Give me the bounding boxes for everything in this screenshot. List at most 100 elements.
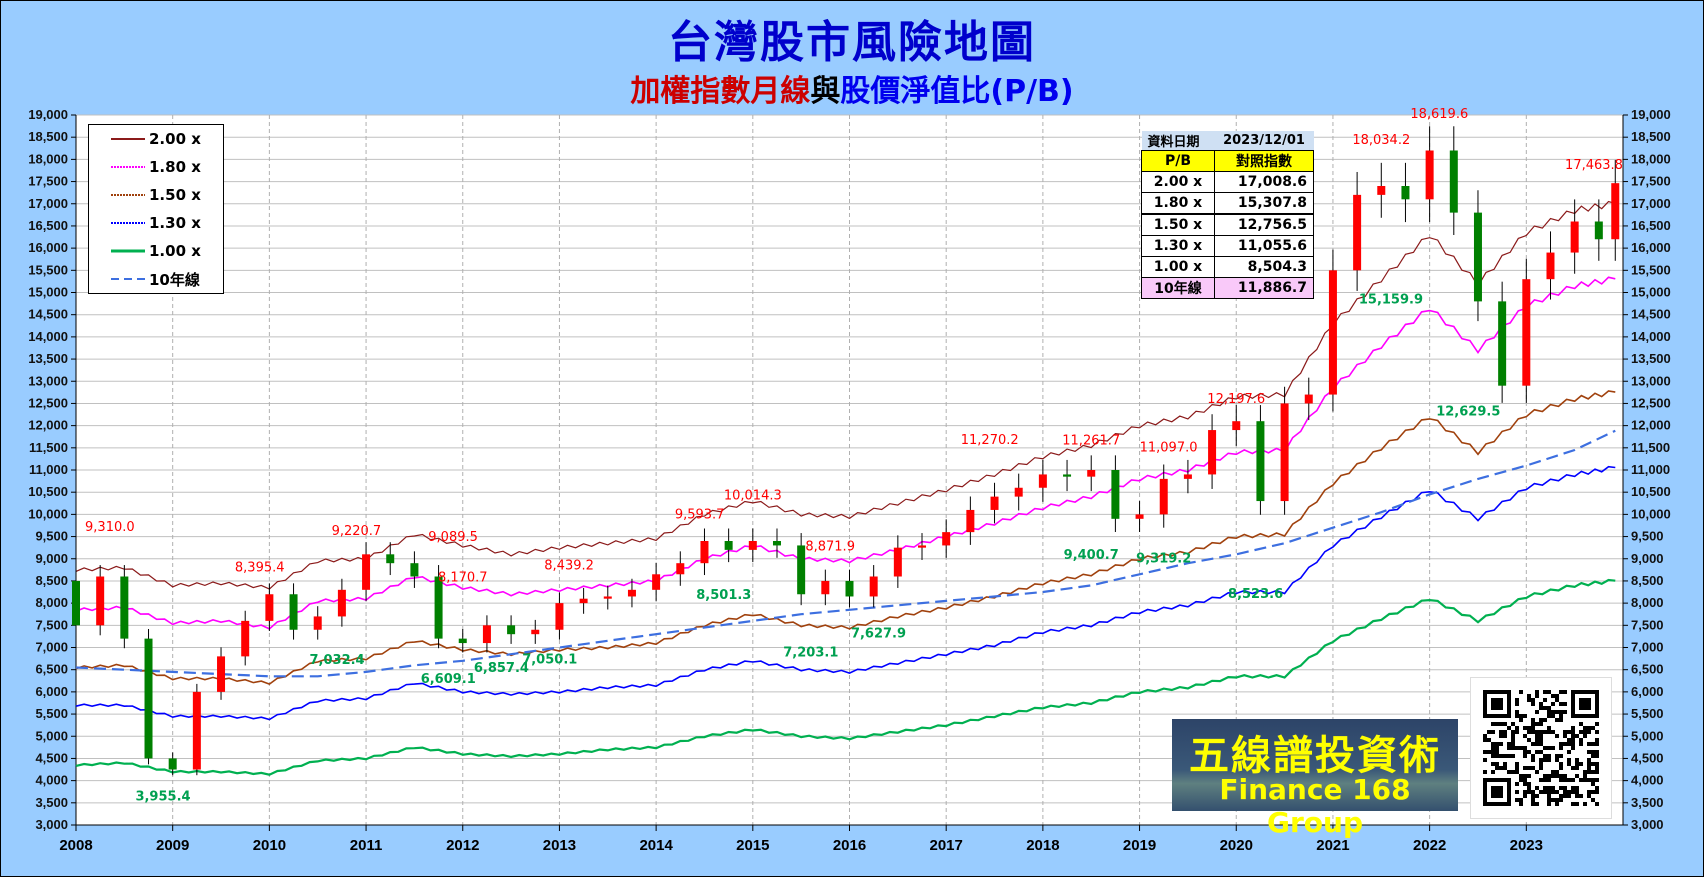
legend-label: 1.50 x bbox=[149, 186, 201, 204]
candle-body bbox=[1611, 183, 1620, 240]
annotation-label: 15,159.9 bbox=[1359, 292, 1423, 307]
legend-item: 1.30 x bbox=[89, 209, 223, 237]
y-tick-label: 3,000 bbox=[35, 817, 68, 832]
value-cell: 8,504.3 bbox=[1214, 256, 1314, 278]
annotation-label: 3,955.4 bbox=[135, 790, 190, 805]
legend-item: 10年線 bbox=[89, 265, 223, 293]
y-tick-label-right: 11,500 bbox=[1631, 440, 1670, 455]
candle-body bbox=[1183, 474, 1192, 479]
candle-body bbox=[1353, 194, 1362, 271]
y-tick-label-right: 15,500 bbox=[1631, 262, 1671, 277]
y-tick-label: 12,500 bbox=[28, 395, 68, 410]
annotation-label: 7,627.9 bbox=[851, 627, 906, 642]
annotation-label: 6,609.1 bbox=[421, 672, 476, 687]
y-tick-label-right: 3,500 bbox=[1631, 795, 1664, 810]
legend-item: 2.00 x bbox=[89, 125, 223, 153]
annotation-label: 7,203.1 bbox=[783, 645, 838, 660]
candle-body bbox=[386, 554, 395, 564]
value-cell: 15,307.8 bbox=[1214, 192, 1314, 215]
candle-body bbox=[772, 541, 781, 546]
y-tick-label-right: 8,500 bbox=[1631, 573, 1664, 588]
brand-name-cn: 五線譜投資術 bbox=[1189, 733, 1441, 779]
annotation-label: 12,629.5 bbox=[1436, 405, 1500, 420]
table-row: 1.30 x 11,055.6 bbox=[1141, 235, 1314, 257]
annotation-label: 9,220.7 bbox=[332, 524, 382, 539]
legend-item: 1.00 x bbox=[89, 237, 223, 265]
candle-body bbox=[1498, 301, 1507, 386]
annotation-label: 12,197.6 bbox=[1207, 392, 1265, 407]
candle-body bbox=[1087, 470, 1096, 477]
candle-body bbox=[289, 594, 298, 630]
candle-body bbox=[144, 638, 153, 759]
table-row: 1.00 x 8,504.3 bbox=[1141, 256, 1314, 278]
y-tick-label-right: 19,000 bbox=[1631, 107, 1671, 122]
candle-body bbox=[1256, 421, 1265, 502]
annotation-label: 8,871.9 bbox=[805, 539, 855, 554]
y-tick-label-right: 14,000 bbox=[1631, 329, 1671, 344]
legend-label: 1.30 x bbox=[149, 214, 201, 232]
x-tick-label: 2022 bbox=[1413, 837, 1446, 854]
y-tick-label: 14,500 bbox=[28, 307, 68, 322]
annotation-label: 11,097.0 bbox=[1140, 441, 1198, 456]
y-tick-label: 18,000 bbox=[28, 151, 68, 166]
legend-swatch-icon bbox=[111, 278, 145, 280]
y-tick-label-right: 12,000 bbox=[1631, 418, 1671, 433]
chart-subtitle: 加權指數月線與股價淨值比(P/B) bbox=[0, 66, 1704, 110]
candle-body bbox=[1038, 474, 1047, 488]
y-tick-label-right: 17,000 bbox=[1631, 196, 1671, 211]
candle-body bbox=[627, 589, 636, 597]
x-tick-label: 2020 bbox=[1220, 837, 1253, 854]
candle-body bbox=[313, 616, 322, 630]
subtitle-black: 與 bbox=[810, 74, 841, 109]
y-tick-label: 9,500 bbox=[35, 529, 68, 544]
y-tick-label-right: 16,000 bbox=[1631, 240, 1671, 255]
candle-body bbox=[1014, 487, 1023, 497]
candle-body bbox=[942, 532, 951, 546]
candle-body bbox=[265, 594, 274, 621]
x-tick-label: 2018 bbox=[1026, 837, 1059, 854]
annotation-label: 8,439.2 bbox=[544, 559, 594, 574]
y-tick-label: 16,000 bbox=[28, 240, 68, 255]
legend-swatch-icon bbox=[111, 249, 145, 253]
annotation-label: 11,261.7 bbox=[1062, 433, 1120, 448]
candle-body bbox=[724, 541, 733, 550]
y-tick-label: 9,000 bbox=[35, 551, 68, 566]
y-tick-label-right: 6,000 bbox=[1631, 684, 1664, 699]
legend-item: 1.80 x bbox=[89, 153, 223, 181]
candle-body bbox=[748, 541, 757, 550]
y-tick-label: 4,000 bbox=[35, 773, 68, 788]
legend-swatch-icon bbox=[111, 194, 145, 196]
x-tick-label: 2021 bbox=[1316, 837, 1349, 854]
candle-body bbox=[434, 576, 443, 639]
series-line-2 bbox=[75, 390, 1616, 686]
y-tick-label: 8,000 bbox=[35, 595, 68, 610]
candle-body bbox=[1401, 186, 1410, 200]
qr-code[interactable] bbox=[1470, 677, 1612, 819]
candle-body bbox=[96, 576, 105, 626]
candle-body bbox=[1473, 212, 1482, 302]
annotation-label: 9,089.5 bbox=[428, 530, 478, 545]
value-cell: 12,756.5 bbox=[1214, 213, 1314, 236]
candle-body bbox=[1425, 150, 1434, 200]
x-tick-label: 2012 bbox=[446, 837, 479, 854]
annotation-label: 7,050.1 bbox=[522, 652, 577, 667]
annotation-label: 18,619.6 bbox=[1410, 107, 1468, 122]
y-tick-label: 15,500 bbox=[28, 262, 68, 277]
candle-body bbox=[120, 576, 129, 639]
candle-body bbox=[918, 545, 927, 548]
candle-body bbox=[555, 603, 564, 630]
candle-body bbox=[797, 545, 806, 595]
subtitle-red: 加權指數月線 bbox=[630, 74, 811, 109]
candle-body bbox=[1546, 252, 1555, 280]
pb-cell: 1.80 x bbox=[1141, 192, 1215, 215]
x-tick-label: 2014 bbox=[639, 837, 673, 854]
y-tick-label-right: 9,000 bbox=[1631, 551, 1664, 566]
table-row: 1.80 x 15,307.8 bbox=[1141, 192, 1314, 215]
candle-body bbox=[676, 563, 685, 575]
legend-swatch-icon bbox=[111, 166, 145, 168]
candle-body bbox=[603, 596, 612, 599]
y-tick-label-right: 16,500 bbox=[1631, 218, 1671, 233]
col-pb-header: P/B bbox=[1141, 150, 1215, 172]
annotation-label: 17,463.8 bbox=[1565, 158, 1623, 173]
qr-code-icon bbox=[1483, 690, 1599, 806]
